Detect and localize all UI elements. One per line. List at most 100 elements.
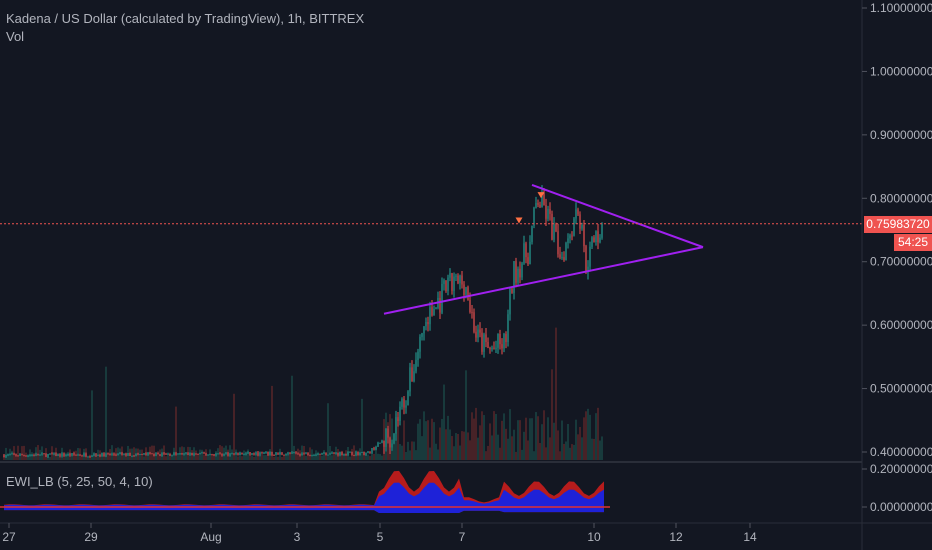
volume-bar	[489, 423, 491, 460]
volume-bar	[495, 413, 497, 460]
volume-bar	[467, 432, 469, 460]
candle-body	[489, 347, 491, 350]
candle-body	[423, 326, 425, 334]
volume-bar	[255, 456, 257, 460]
volume-bar	[377, 453, 379, 460]
volume-bar	[541, 424, 543, 460]
candle-body	[587, 266, 589, 273]
candle-body	[203, 452, 205, 454]
volume-bar	[419, 419, 421, 460]
candle-body	[313, 455, 315, 457]
candle-body	[277, 452, 279, 454]
volume-bar	[267, 451, 269, 460]
volume-bar	[87, 455, 89, 460]
candle-body	[239, 452, 241, 455]
volume-bar	[469, 440, 471, 460]
volume-bar	[417, 423, 419, 460]
volume-bar	[521, 449, 523, 460]
volume-bar	[371, 454, 373, 460]
volume-bar	[415, 450, 417, 460]
volume-bar	[169, 452, 171, 460]
volume-bar	[171, 456, 173, 460]
candle-body	[575, 209, 577, 219]
candle-body	[589, 246, 591, 267]
candle-body	[555, 224, 557, 232]
candle-body	[571, 235, 573, 237]
candle-body	[41, 453, 43, 455]
trendline[interactable]	[531, 184, 704, 249]
candle-body	[299, 453, 301, 456]
volume-bar	[481, 411, 483, 460]
volume-legend[interactable]: Vol	[6, 29, 25, 44]
candle-body	[39, 454, 41, 456]
volume-bar	[527, 440, 529, 460]
volume-bar	[585, 411, 587, 460]
candle-body	[21, 454, 23, 456]
time-axis[interactable]: 27 29 Aug 3 5 7 10 12 14	[2, 523, 757, 544]
indicator-legend[interactable]: EWI_LB (5, 25, 50, 4, 10)	[6, 474, 153, 489]
time-tick-label: 12	[669, 530, 683, 544]
volume-bar	[429, 447, 431, 460]
candle-body	[331, 452, 333, 454]
candle-body	[441, 283, 443, 313]
candle-body	[307, 452, 309, 456]
candle-body	[153, 453, 155, 457]
candle-body	[409, 367, 411, 392]
volume-bar	[525, 417, 527, 460]
candle-body	[509, 288, 511, 315]
candle-body	[431, 307, 433, 316]
candle-body	[493, 347, 495, 349]
volume-bar	[19, 453, 21, 460]
volume-bar	[517, 420, 519, 460]
candle-body	[363, 451, 365, 456]
volume-bar	[265, 455, 267, 460]
volume-bar	[155, 456, 157, 460]
candle-body	[471, 312, 473, 314]
candle-body	[247, 452, 249, 454]
indicator-tick-label: 0.00000000	[870, 500, 932, 514]
volume-bar	[577, 434, 579, 460]
candle-body	[173, 453, 175, 456]
volume-bar	[331, 455, 333, 460]
trendline[interactable]	[383, 246, 704, 315]
symbol-title[interactable]: Kadena / US Dollar (calculated by Tradin…	[6, 11, 365, 26]
candle-body	[183, 453, 185, 455]
candle-body	[579, 214, 581, 229]
volume-bar	[57, 455, 59, 460]
volume-bar	[535, 412, 537, 460]
signal-markers	[515, 192, 545, 224]
volume-bar	[589, 414, 591, 460]
candle-body	[237, 453, 239, 455]
volume-bar	[533, 451, 535, 460]
price-axis[interactable]: 1.10000000 1.00000000 0.90000000 0.80000000…	[862, 1, 932, 459]
candle-body	[175, 453, 177, 455]
volume-bar	[167, 452, 169, 460]
candle-body	[79, 454, 81, 456]
candle-body	[197, 453, 199, 455]
candle-body	[139, 454, 141, 456]
triangle-trendlines[interactable]	[383, 184, 704, 315]
volume-bar	[37, 445, 39, 460]
candle-body	[499, 333, 501, 345]
candle-body	[121, 452, 123, 455]
volume-bar	[111, 445, 113, 460]
volume-bar	[287, 454, 289, 460]
sell-signal-marker	[515, 217, 523, 224]
volume-bar	[407, 441, 409, 460]
candle-body	[355, 452, 357, 456]
indicator-axis[interactable]: 0.20000000 0.00000000	[862, 462, 932, 514]
candle-body	[451, 273, 453, 291]
candle-body	[387, 428, 389, 438]
candle-body	[283, 454, 285, 456]
candle-body	[221, 453, 223, 456]
candle-body	[9, 454, 11, 456]
volume-bar	[291, 375, 293, 460]
candle-body	[591, 237, 593, 247]
volume-bar	[555, 327, 557, 460]
candle-body	[167, 453, 169, 455]
candle-body	[103, 452, 105, 457]
volume-bar	[11, 450, 13, 460]
candle-body	[351, 451, 353, 455]
volume-bar	[411, 441, 413, 460]
